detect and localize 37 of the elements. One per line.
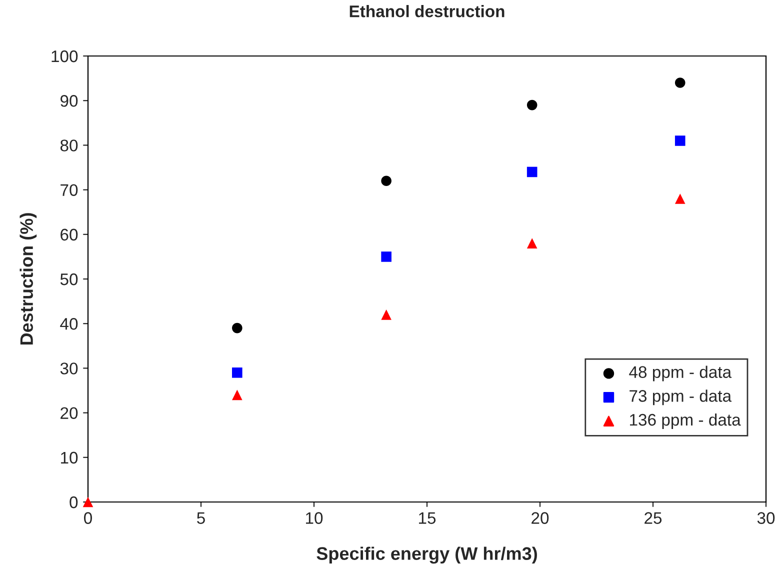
y-tick-label: 40 [60, 318, 78, 330]
y-tick-label: 0 [70, 496, 78, 508]
y-tick-label: 90 [60, 95, 78, 107]
point [526, 238, 538, 248]
point [232, 390, 242, 400]
y-tick-label: 50 [60, 273, 78, 286]
legend-label: 48 ppm - data [629, 366, 732, 382]
x-tick-label: 25 [644, 512, 662, 524]
y-tick-label: 10 [61, 452, 78, 464]
y-tick-label: 100 [52, 50, 78, 62]
point [674, 194, 686, 204]
point [526, 100, 538, 110]
x-tick-label: 30 [757, 512, 775, 524]
y-axis-title: Destruction (%) [20, 213, 37, 344]
point [232, 368, 242, 378]
y-tick-label: 60 [60, 228, 78, 241]
point [82, 496, 94, 508]
x-tick-label: 5 [197, 512, 205, 524]
x-axis-title: Specific energy (W hr/m3) [316, 546, 537, 564]
point [674, 136, 686, 146]
legend-label: 73 ppm - data [630, 390, 732, 406]
x-tick-label: 0 [84, 512, 92, 524]
y-tick-label: 70 [60, 184, 78, 196]
legend-label: 136 ppm - data [630, 413, 741, 430]
point [381, 252, 392, 262]
y-tick-label: 30 [60, 362, 78, 374]
y-tick-label: 80 [60, 140, 78, 152]
x-tick-label: 15 [419, 512, 436, 524]
x-tick-label: 20 [532, 512, 549, 524]
point [526, 166, 538, 178]
point [674, 78, 686, 88]
chart-title: Ethanol destruction [350, 5, 504, 18]
point [232, 322, 242, 334]
point [381, 176, 392, 186]
x-tick-label: 10 [306, 512, 323, 524]
point [381, 310, 392, 320]
y-tick-label: 20 [60, 407, 78, 420]
